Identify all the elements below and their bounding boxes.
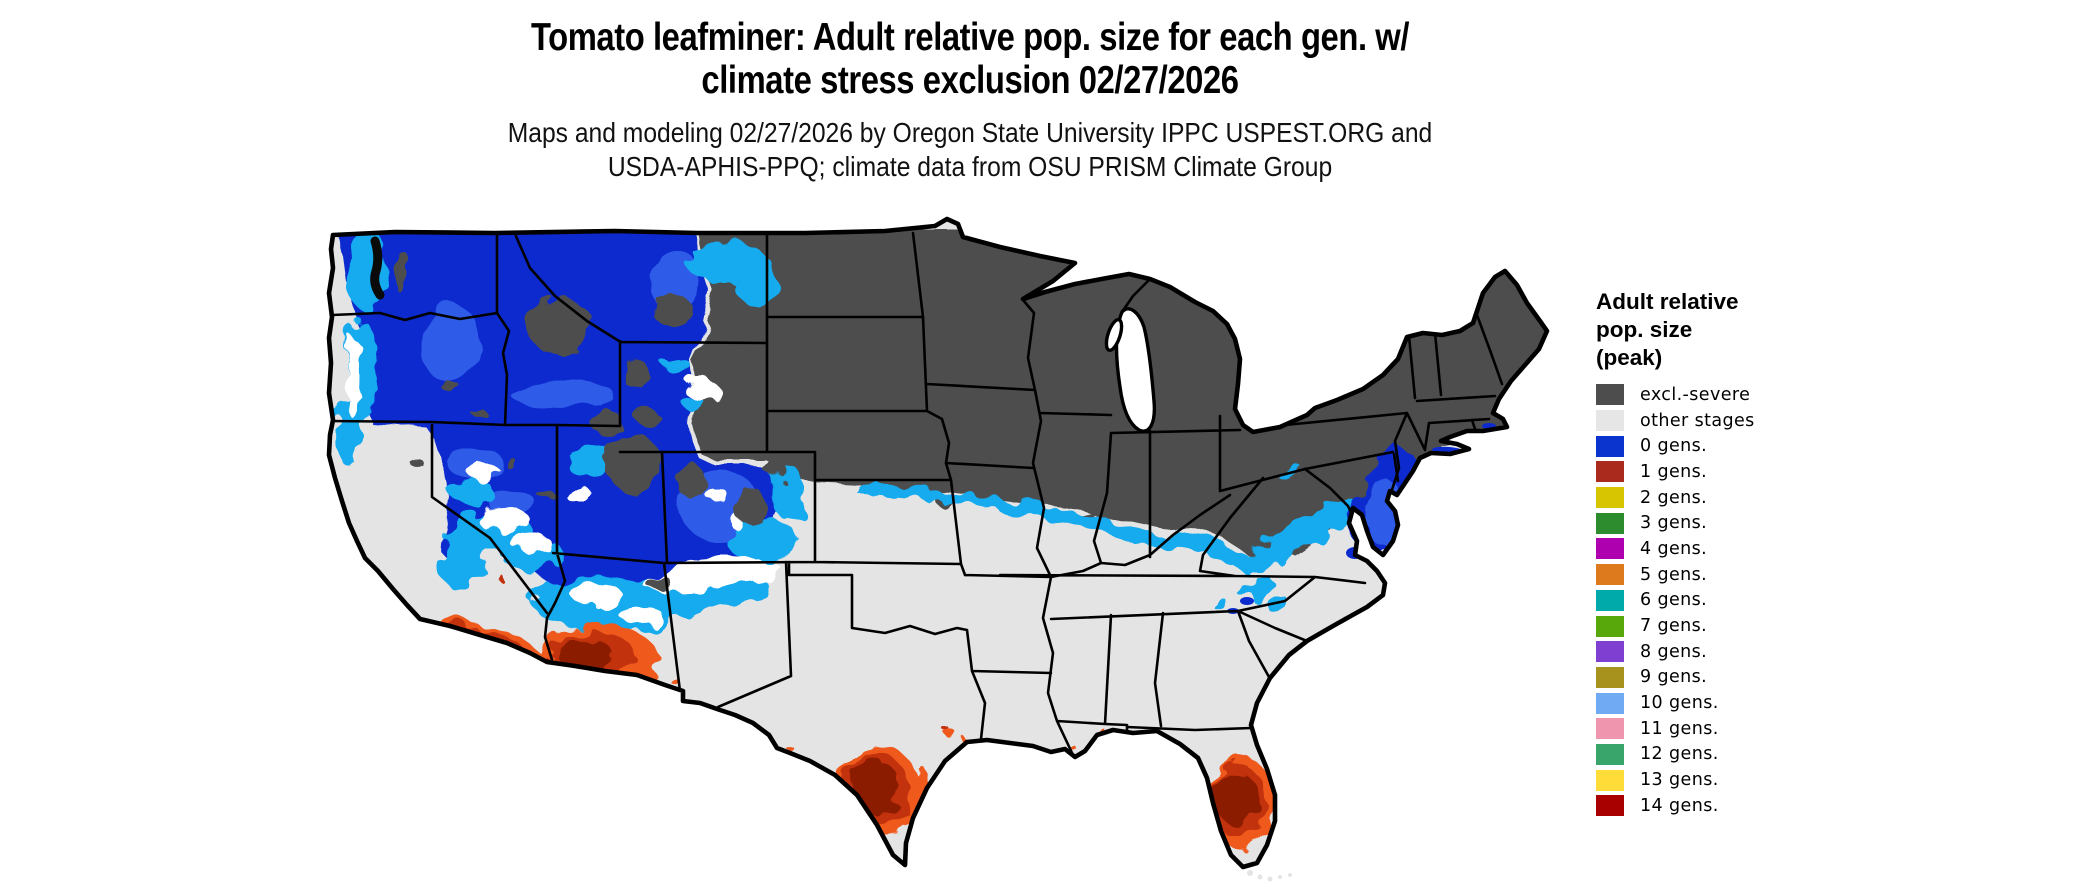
map-region-virginia-cyan-band: [1243, 495, 1359, 573]
legend-row: excl.-severe: [1596, 382, 1755, 408]
map-title-line2: climate stress exclusion 02/27/2026: [701, 59, 1239, 102]
green-bay: [1104, 317, 1124, 353]
us-map: [245, 163, 1565, 891]
puget-sound: [370, 236, 385, 300]
legend-title-line: pop. size: [1596, 317, 1693, 342]
legend-color-swatch: [1596, 461, 1624, 483]
legend-label: 2 gens.: [1640, 487, 1708, 508]
legend-row: 11 gens.: [1596, 716, 1755, 742]
legend-label: 6 gens.: [1640, 590, 1708, 611]
map-region-midwest-cyan-band: [857, 485, 1257, 575]
legend-color-swatch: [1596, 615, 1624, 637]
legend-color-swatch: [1596, 743, 1624, 765]
legend-color-swatch: [1596, 435, 1624, 457]
legend-row: 4 gens.: [1596, 536, 1755, 562]
map-accent-bright-blue: [420, 249, 759, 541]
legend-label: 11 gens.: [1640, 718, 1719, 739]
legend-color-swatch: [1596, 666, 1624, 688]
map-subtitle-line1: Maps and modeling 02/27/2026 by Oregon S…: [507, 117, 1433, 148]
legend-color-swatch: [1596, 410, 1624, 432]
legend-title-line: Adult relative: [1596, 289, 1739, 314]
subtitle-block: Maps and modeling 02/27/2026 by Oregon S…: [0, 116, 1940, 184]
legend-color-swatch: [1596, 718, 1624, 740]
legend-color-swatch: [1596, 512, 1624, 534]
state-boundaries: [329, 231, 1504, 757]
legend-row: 1 gens.: [1596, 459, 1755, 485]
legend-row: 13 gens.: [1596, 767, 1755, 793]
map-florida-keys: [1247, 870, 1292, 882]
map-subtitle-line2: USDA-APHIS-PPQ; climate data from OSU PR…: [607, 151, 1333, 182]
legend-label: excl.-severe: [1640, 384, 1751, 405]
legend-row: 6 gens.: [1596, 588, 1755, 614]
legend-row: other stages: [1596, 408, 1755, 434]
legend-row: 10 gens.: [1596, 690, 1755, 716]
legend-row: 0 gens.: [1596, 433, 1755, 459]
us-map-svg: [326, 216, 1550, 882]
title-block: Tomato leafminer: Adult relative pop. si…: [0, 16, 1940, 184]
legend-color-swatch: [1596, 769, 1624, 791]
lake-michigan: [1114, 307, 1157, 433]
legend-color-swatch: [1596, 795, 1624, 817]
legend-label: other stages: [1640, 410, 1755, 431]
legend-title-line: (peak): [1596, 345, 1663, 370]
legend-label: 3 gens.: [1640, 513, 1708, 534]
legend-rows: excl.-severe other stages 0 gens. 1 gens…: [1596, 382, 1755, 819]
legend-title: Adult relative pop. size (peak): [1596, 288, 1755, 372]
legend-label: 5 gens.: [1640, 564, 1708, 585]
legend-row: 9 gens.: [1596, 665, 1755, 691]
legend-color-swatch: [1596, 538, 1624, 560]
legend-color-swatch: [1596, 487, 1624, 509]
legend-label: 7 gens.: [1640, 616, 1708, 637]
map-title-line1: Tomato leafminer: Adult relative pop. si…: [530, 16, 1410, 59]
legend-row: 7 gens.: [1596, 613, 1755, 639]
legend-label: 0 gens.: [1640, 436, 1708, 457]
map-region-red-florida: [1070, 728, 1277, 847]
legend-color-swatch: [1596, 589, 1624, 611]
legend-label: 4 gens.: [1640, 538, 1708, 559]
legend-row: 12 gens.: [1596, 742, 1755, 768]
legend-color-swatch: [1596, 564, 1624, 586]
legend-label: 8 gens.: [1640, 641, 1708, 662]
legend-row: 2 gens.: [1596, 485, 1755, 511]
legend: Adult relative pop. size (peak) excl.-se…: [1596, 288, 1755, 819]
us-outline: [326, 216, 1550, 870]
legend-label: 10 gens.: [1640, 693, 1719, 714]
legend-row: 8 gens.: [1596, 639, 1755, 665]
legend-row: 3 gens.: [1596, 510, 1755, 536]
legend-label: 14 gens.: [1640, 795, 1719, 816]
map-accent-gray-patches: [394, 249, 1126, 590]
legend-row: 14 gens.: [1596, 793, 1755, 819]
legend-label: 1 gens.: [1640, 461, 1708, 482]
legend-label: 9 gens.: [1640, 667, 1708, 688]
legend-color-swatch: [1596, 641, 1624, 663]
legend-color-swatch: [1596, 384, 1624, 406]
legend-label: 13 gens.: [1640, 770, 1719, 791]
legend-label: 12 gens.: [1640, 744, 1719, 765]
legend-color-swatch: [1596, 692, 1624, 714]
legend-row: 5 gens.: [1596, 562, 1755, 588]
